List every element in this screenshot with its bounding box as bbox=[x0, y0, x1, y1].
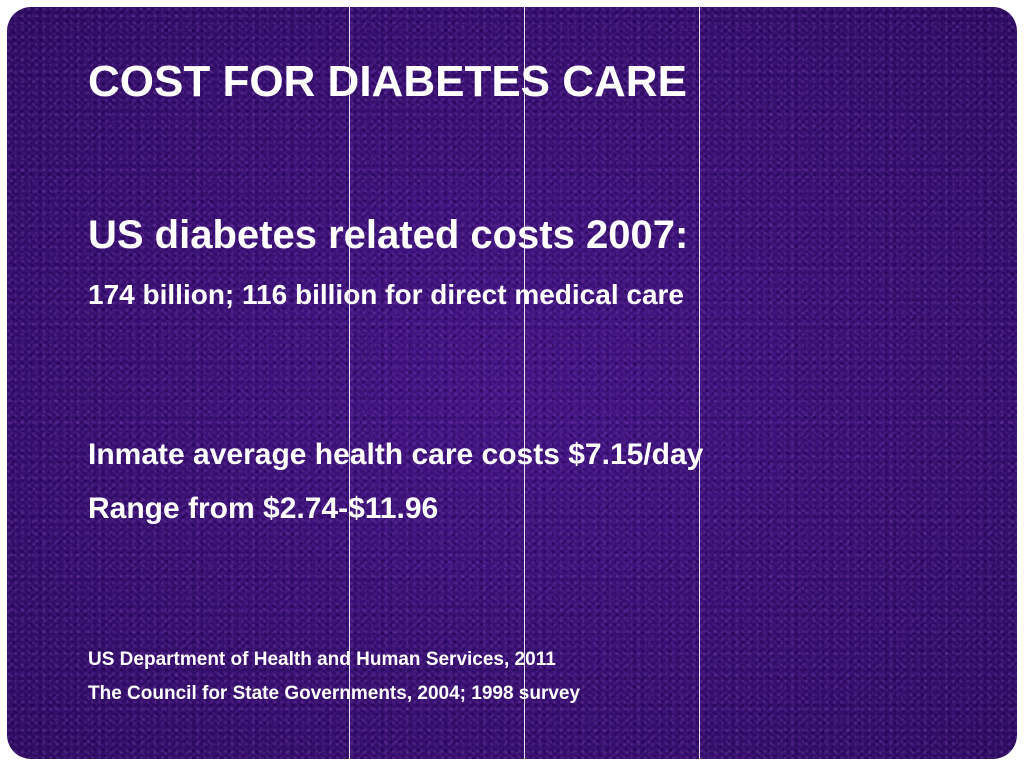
inmate-costs: Inmate average health care costs $7.15/d… bbox=[88, 438, 704, 471]
us-costs-heading: US diabetes related costs 2007: bbox=[88, 213, 689, 257]
slide-title: COST FOR DIABETES CARE bbox=[88, 57, 687, 106]
vertical-divider-line bbox=[349, 7, 350, 759]
vertical-divider-line bbox=[699, 7, 700, 759]
inmate-cost-range: Range from $2.74-$11.96 bbox=[88, 492, 439, 525]
vertical-divider-line bbox=[524, 7, 525, 759]
slide: COST FOR DIABETES CARE US diabetes relat… bbox=[7, 7, 1017, 759]
us-costs-detail: 174 billion; 116 billion for direct medi… bbox=[88, 279, 684, 310]
source-citation: US Department of Health and Human Servic… bbox=[88, 649, 556, 670]
source-citation: The Council for State Governments, 2004;… bbox=[88, 683, 581, 704]
